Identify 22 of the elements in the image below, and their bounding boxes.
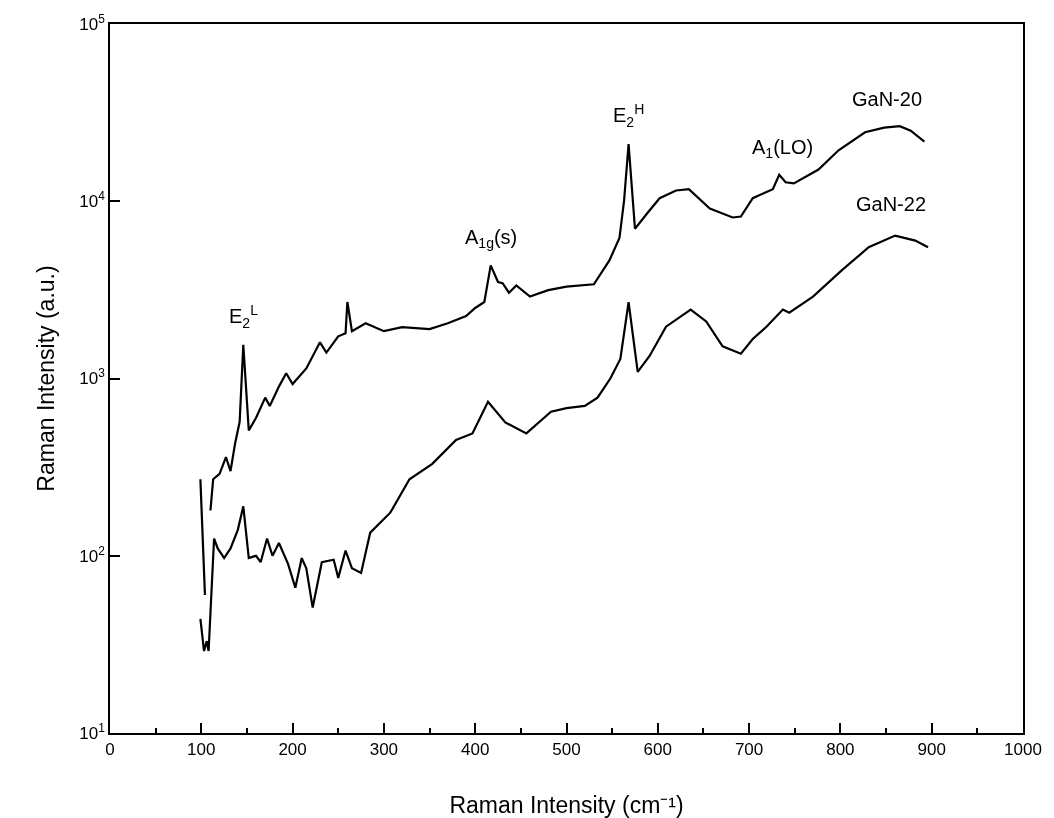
- annotation: A$_{1}$(LO): [752, 136, 814, 162]
- y-tick-label: 10$^{1}$: [79, 720, 106, 743]
- x-tick-label: 500: [552, 740, 581, 760]
- x-tick-label: 800: [826, 740, 855, 760]
- x-tick-label: 600: [643, 740, 672, 760]
- series-label: GaN-20: [852, 88, 923, 110]
- x-tick-label: 700: [734, 740, 764, 760]
- y-axis-title: Raman Intensity (a.u.): [32, 265, 59, 492]
- x-tick-label: 200: [278, 740, 307, 760]
- y-tick-label: 10$^{3}$: [79, 366, 106, 389]
- x-tick-label: 300: [369, 740, 399, 760]
- series-label: GaN-22: [856, 193, 927, 215]
- x-tick-label: 100: [187, 740, 216, 760]
- y-tick-label: 10$^{2}$: [79, 543, 106, 566]
- y-tick-label: 10$^{5}$: [79, 11, 106, 34]
- x-tick-label: 400: [461, 740, 490, 760]
- x-axis-title: Raman Intensity (cm⁻¹): [449, 791, 684, 818]
- x-tick-label: 0: [105, 740, 115, 760]
- x-tick-label: 1000: [1004, 740, 1042, 760]
- x-tick-label: 900: [917, 740, 946, 760]
- y-tick-label: 10$^{4}$: [79, 189, 106, 212]
- annotation: A$_{1g}$(s): [465, 226, 518, 252]
